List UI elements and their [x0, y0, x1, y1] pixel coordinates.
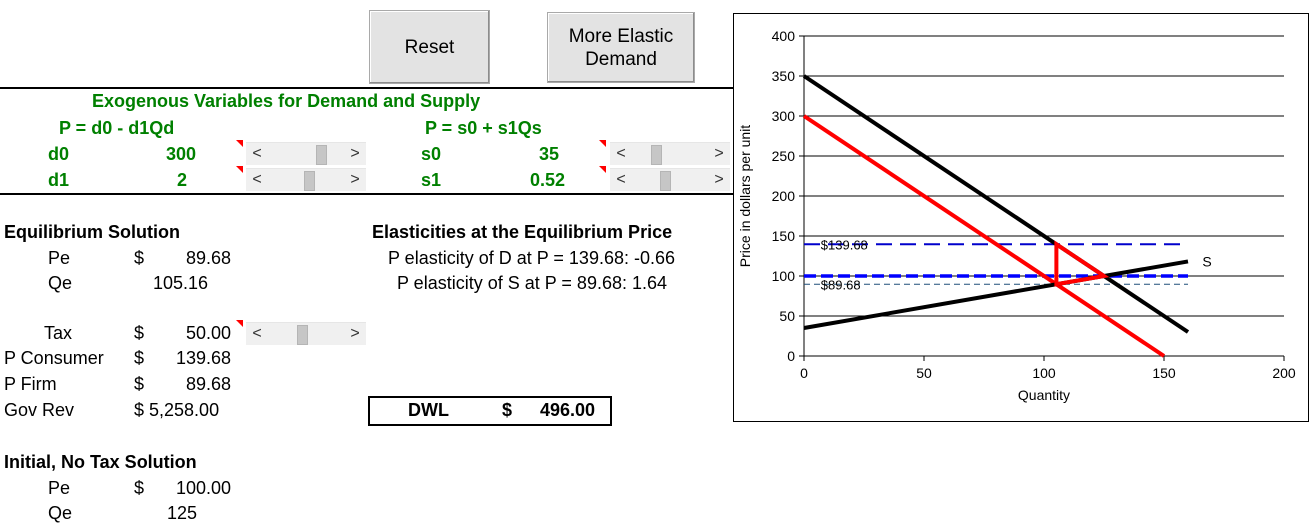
demand-equation: P = d0 - d1Qd — [59, 118, 175, 138]
supply-equation: P = s0 + s1Qs — [425, 118, 542, 138]
comment-marker — [599, 140, 606, 147]
reset-button[interactable]: Reset — [369, 10, 490, 84]
d0-value: 300 — [166, 144, 197, 164]
initial-title: Initial, No Tax Solution — [4, 452, 197, 472]
comment-marker — [236, 166, 243, 173]
d0-label: d0 — [48, 144, 70, 164]
y-axis-label: Price in dollars per unit — [737, 125, 753, 268]
chart-area: 0 50 100 150 200 250 300 350 400 0 50 100 150 200 Quan… — [733, 13, 1309, 422]
scroll-thumb[interactable] — [303, 171, 315, 191]
x-tick-label: 100 — [1032, 365, 1056, 381]
scroll-left-arrow-icon[interactable]: < — [252, 325, 262, 342]
eq-qe-label: Qe — [48, 273, 73, 293]
p-consumer-currency: $ — [134, 348, 145, 368]
x-axis-label: Quantity — [1018, 387, 1070, 403]
s0-scrollbar[interactable]: < > — [610, 142, 730, 165]
x-tick-label: 0 — [800, 365, 808, 381]
init-pe-label: Pe — [48, 478, 71, 498]
d1-label: d1 — [48, 170, 70, 190]
comment-marker — [236, 320, 243, 327]
y-tick-label: 50 — [779, 308, 795, 324]
gov-rev-value: $ 5,258.00 — [134, 400, 220, 420]
scroll-right-arrow-icon[interactable]: > — [714, 145, 724, 162]
tax-scrollbar[interactable]: < > — [246, 322, 366, 345]
price-line-label: $139.68 — [821, 237, 868, 252]
s1-value: 0.52 — [530, 170, 566, 190]
y-tick-label: 400 — [772, 28, 796, 44]
comment-marker — [236, 140, 243, 147]
dwl-box: DWL $ 496.00 — [368, 396, 612, 426]
scroll-thumb[interactable] — [297, 325, 309, 345]
s1-label: s1 — [421, 170, 442, 190]
x-tick-label: 200 — [1272, 365, 1296, 381]
elasticities-title: Elasticities at the Equilibrium Price — [372, 222, 673, 242]
init-qe-label: Qe — [48, 503, 73, 523]
init-pe-currency: $ — [134, 478, 145, 498]
supply-demand-chart: 0 50 100 150 200 250 300 350 400 0 50 100 150 200 Quan… — [737, 28, 1296, 403]
top-border — [0, 87, 733, 89]
gov-rev-label: Gov Rev — [4, 400, 75, 420]
y-tick-label: 350 — [772, 68, 796, 84]
p-firm-value: 89.68 — [186, 374, 232, 394]
y-tick-label: 250 — [772, 148, 796, 164]
d1-scrollbar[interactable]: < > — [246, 168, 366, 191]
dwl-currency: $ — [502, 400, 513, 420]
p-consumer-value: 139.68 — [176, 348, 232, 368]
price-line-label: $89.68 — [821, 277, 861, 292]
series-line — [803, 259, 1189, 330]
scroll-right-arrow-icon[interactable]: > — [714, 171, 724, 188]
d1-value: 2 — [177, 170, 188, 190]
p-firm-label: P Firm — [4, 374, 57, 394]
exogenous-title: Exogenous Variables for Demand and Suppl… — [92, 91, 481, 111]
scroll-thumb[interactable] — [651, 145, 663, 165]
tax-currency: $ — [134, 323, 145, 343]
series-line — [802, 74, 1190, 334]
x-tick-label: 50 — [916, 365, 932, 381]
s0-label: s0 — [421, 144, 442, 164]
s1-scrollbar[interactable]: < > — [610, 168, 730, 191]
eq-pe-label: Pe — [48, 248, 71, 268]
dwl-label: DWL — [408, 400, 449, 420]
s0-value: 35 — [539, 144, 560, 164]
comment-marker — [599, 166, 606, 173]
eq-pe-value: 89.68 — [186, 248, 232, 268]
supply-elasticity: P elasticity of S at P = 89.68: 1.64 — [397, 273, 668, 293]
d0-scrollbar[interactable]: < > — [246, 142, 366, 165]
scroll-thumb[interactable] — [315, 145, 327, 165]
scroll-left-arrow-icon[interactable]: < — [252, 171, 262, 188]
scroll-thumb[interactable] — [659, 171, 671, 191]
p-consumer-label: P Consumer — [4, 348, 104, 368]
bottom-border — [0, 193, 733, 195]
series-line — [802, 114, 1166, 358]
y-tick-label: 150 — [772, 228, 796, 244]
scroll-left-arrow-icon[interactable]: < — [252, 145, 262, 162]
eq-pe-currency: $ — [134, 248, 145, 268]
y-tick-label: 0 — [787, 348, 795, 364]
init-qe-value: 125 — [167, 503, 198, 523]
y-tick-label: 200 — [772, 188, 796, 204]
p-firm-currency: $ — [134, 374, 145, 394]
demand-elasticity: P elasticity of D at P = 139.68: -0.66 — [388, 248, 676, 268]
init-pe-value: 100.00 — [176, 478, 232, 498]
x-tick-label: 150 — [1152, 365, 1176, 381]
tax-label: Tax — [44, 323, 73, 343]
dwl-triangle — [1054, 240, 1110, 287]
tax-value: 50.00 — [186, 323, 232, 343]
scroll-right-arrow-icon[interactable]: > — [350, 171, 360, 188]
y-tick-label: 100 — [772, 268, 796, 284]
scroll-right-arrow-icon[interactable]: > — [350, 145, 360, 162]
y-tick-label: 300 — [772, 108, 796, 124]
scroll-right-arrow-icon[interactable]: > — [350, 325, 360, 342]
eq-qe-value: 105.16 — [153, 273, 209, 293]
scroll-left-arrow-icon[interactable]: < — [616, 171, 626, 188]
supply-curve-label: S — [1202, 254, 1211, 270]
dwl-value: 496.00 — [540, 400, 596, 420]
equilibrium-title: Equilibrium Solution — [4, 222, 180, 242]
more-elastic-demand-button[interactable]: More Elastic Demand — [547, 12, 695, 83]
scroll-left-arrow-icon[interactable]: < — [616, 145, 626, 162]
